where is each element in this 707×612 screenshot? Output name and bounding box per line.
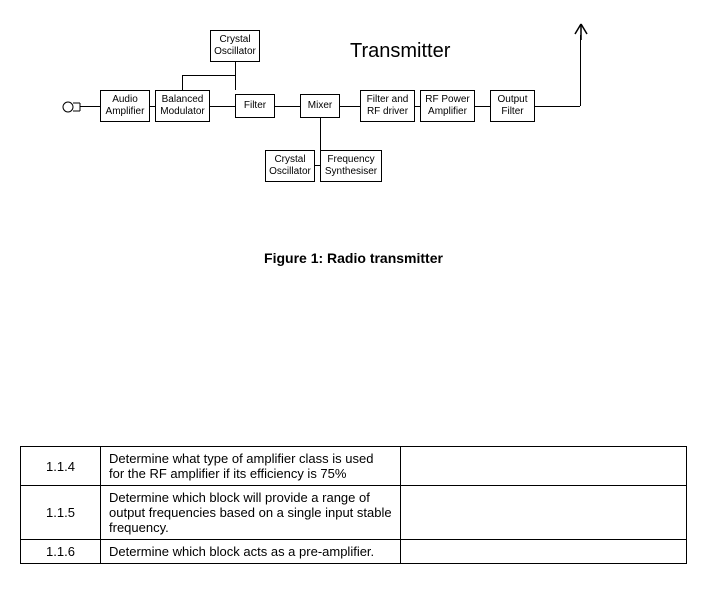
question-desc: Determine which block will provide a ran… [101, 486, 401, 540]
question-number: 1.1.6 [21, 540, 101, 564]
question-tbody: 1.1.4Determine what type of amplifier cl… [21, 447, 687, 564]
wire [475, 106, 490, 107]
question-table: 1.1.4Determine what type of amplifier cl… [20, 446, 687, 564]
question-number: 1.1.5 [21, 486, 101, 540]
wire [80, 106, 100, 107]
wire [340, 106, 360, 107]
transmitter-diagram: Transmitter CrystalOscillator AudioAmplif… [20, 20, 687, 240]
wire [580, 35, 581, 106]
block-freq-synth: FrequencySynthesiser [320, 150, 382, 182]
wire [320, 118, 321, 150]
wire [235, 62, 236, 90]
question-desc: Determine which block acts as a pre-ampl… [101, 540, 401, 564]
wire [182, 75, 235, 76]
wire [535, 106, 580, 107]
block-audio-amp: AudioAmplifier [100, 90, 150, 122]
question-desc: Determine what type of amplifier class i… [101, 447, 401, 486]
wire [150, 106, 155, 107]
answer-cell [401, 447, 687, 486]
antenna-icon [573, 20, 589, 40]
table-row: 1.1.5Determine which block will provide … [21, 486, 687, 540]
figure-caption: Figure 1: Radio transmitter [20, 250, 687, 266]
block-crystal-osc-top: CrystalOscillator [210, 30, 260, 62]
block-filter: Filter [235, 94, 275, 118]
wire [210, 106, 235, 107]
diagram-title: Transmitter [350, 40, 450, 63]
block-balanced-mod: BalancedModulator [155, 90, 210, 122]
microphone-icon [62, 98, 82, 116]
answer-cell [401, 540, 687, 564]
wire [415, 106, 420, 107]
table-row: 1.1.6Determine which block acts as a pre… [21, 540, 687, 564]
block-crystal-osc-bot: CrystalOscillator [265, 150, 315, 182]
wire [275, 106, 300, 107]
table-row: 1.1.4Determine what type of amplifier cl… [21, 447, 687, 486]
wire [315, 165, 320, 166]
block-output-filter: OutputFilter [490, 90, 535, 122]
block-mixer: Mixer [300, 94, 340, 118]
block-rf-power-amp: RF PowerAmplifier [420, 90, 475, 122]
answer-cell [401, 486, 687, 540]
wire [182, 75, 183, 90]
question-number: 1.1.4 [21, 447, 101, 486]
block-filter-rf-driver: Filter andRF driver [360, 90, 415, 122]
